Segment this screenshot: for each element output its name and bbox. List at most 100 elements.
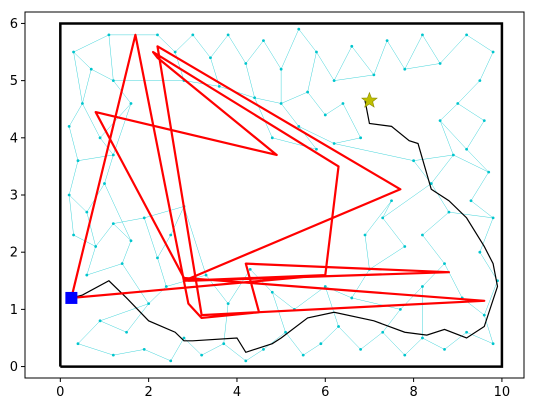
roadmap-edge: [444, 332, 467, 350]
roadmap-node: [222, 342, 226, 346]
roadmap-node: [381, 330, 385, 334]
roadmap-edge: [113, 223, 132, 241]
roadmap-node: [385, 39, 389, 42]
roadmap-edge: [285, 332, 304, 356]
roadmap-edge: [422, 337, 445, 350]
roadmap-edge: [479, 252, 498, 281]
roadmap-edge: [174, 34, 193, 53]
roadmap-edge: [294, 286, 326, 310]
roadmap-node: [248, 267, 252, 271]
series-layer: [70, 33, 486, 320]
roadmap-edge: [77, 154, 114, 161]
roadmap-edge: [91, 68, 114, 81]
roadmap-node: [103, 182, 106, 185]
roadmap-node: [319, 342, 323, 346]
roadmap-node: [482, 313, 486, 317]
roadmap-edge: [439, 103, 458, 121]
markers-layer: [65, 91, 378, 304]
roadmap-node: [315, 50, 318, 54]
roadmap-edge: [470, 171, 489, 201]
roadmap-node: [421, 285, 424, 288]
roadmap-edge: [113, 349, 145, 356]
roadmap-node: [323, 285, 327, 288]
roadmap-node: [491, 216, 495, 220]
x-tick-label: 8: [409, 385, 417, 400]
roadmap-node: [390, 199, 393, 203]
roadmap-node: [76, 342, 80, 346]
roadmap-edge: [108, 34, 114, 81]
y-tick-label: 3: [10, 189, 18, 204]
y-tick-label: 5: [10, 74, 18, 89]
roadmap-node: [359, 348, 363, 351]
roadmap-edge: [431, 183, 450, 213]
roadmap-edge: [77, 320, 101, 344]
roadmap-edge: [68, 103, 83, 127]
roadmap-edge: [364, 234, 370, 270]
roadmap-node: [72, 50, 75, 54]
roadmap-node: [270, 136, 274, 140]
x-tick-label: 10: [494, 385, 511, 400]
roadmap-node: [451, 153, 455, 157]
roadmap-node: [403, 245, 407, 248]
roadmap-node: [173, 50, 177, 54]
boundary-layer: [59, 22, 504, 368]
roadmap-edge: [351, 269, 370, 299]
roadmap-edge: [263, 40, 282, 70]
roadmap-edge: [68, 194, 87, 213]
roadmap-edge: [351, 297, 401, 310]
roadmap-node: [323, 113, 327, 117]
roadmap-edge: [73, 51, 92, 70]
roadmap-edge: [157, 257, 167, 287]
roadmap-edge: [439, 120, 454, 156]
series-line: [70, 33, 486, 320]
roadmap-edge: [307, 91, 326, 116]
roadmap-node: [262, 348, 265, 351]
x-tick-label: 2: [145, 385, 153, 400]
roadmap-edge: [386, 40, 405, 70]
roadmap-node: [359, 136, 363, 140]
roadmap-edge: [86, 212, 96, 247]
roadmap-edge: [466, 149, 489, 173]
roadmap-node: [76, 159, 80, 163]
roadmap-node: [200, 353, 204, 357]
roadmap-node: [253, 96, 257, 100]
roadmap-edge: [466, 120, 485, 150]
roadmap-node: [262, 39, 265, 42]
path-line: [71, 100, 499, 353]
roadmap-node: [129, 239, 133, 243]
roadmap-node: [182, 336, 186, 340]
roadmap-edge: [280, 29, 300, 70]
roadmap-edge: [272, 292, 295, 310]
roadmap-edge: [382, 309, 401, 333]
roadmap-node: [98, 136, 102, 140]
roadmap-edge: [382, 217, 405, 247]
roadmap-edge: [192, 34, 211, 58]
roadmap-edge: [254, 97, 282, 104]
roadmap-edge: [307, 51, 317, 93]
roadmap-edge: [303, 343, 322, 356]
roadmap-node: [469, 199, 473, 203]
x-tick-label: 0: [56, 385, 64, 400]
roadmap-node: [350, 296, 354, 300]
roadmap-edge: [316, 51, 335, 81]
roadmap-edge: [223, 343, 246, 362]
roadmap-node: [341, 102, 345, 105]
roadmap-node: [337, 325, 340, 328]
roadmap-node: [398, 307, 402, 311]
roadmap-edge: [431, 154, 454, 184]
roadmap-node: [421, 233, 424, 237]
roadmap-node: [284, 330, 287, 334]
roadmap-node: [487, 170, 491, 174]
roadmap-node: [465, 330, 468, 334]
roadmap-edge: [68, 126, 79, 161]
roadmap-node: [142, 348, 146, 351]
roadmap-node: [447, 210, 451, 214]
roadmap-edge: [466, 332, 494, 344]
path-layer: [71, 100, 499, 353]
roadmap-node: [156, 33, 159, 37]
roadmap-node: [478, 250, 482, 254]
roadmap-edge: [263, 332, 286, 350]
roadmap-edge: [484, 280, 498, 316]
roadmap-edge: [413, 154, 454, 161]
